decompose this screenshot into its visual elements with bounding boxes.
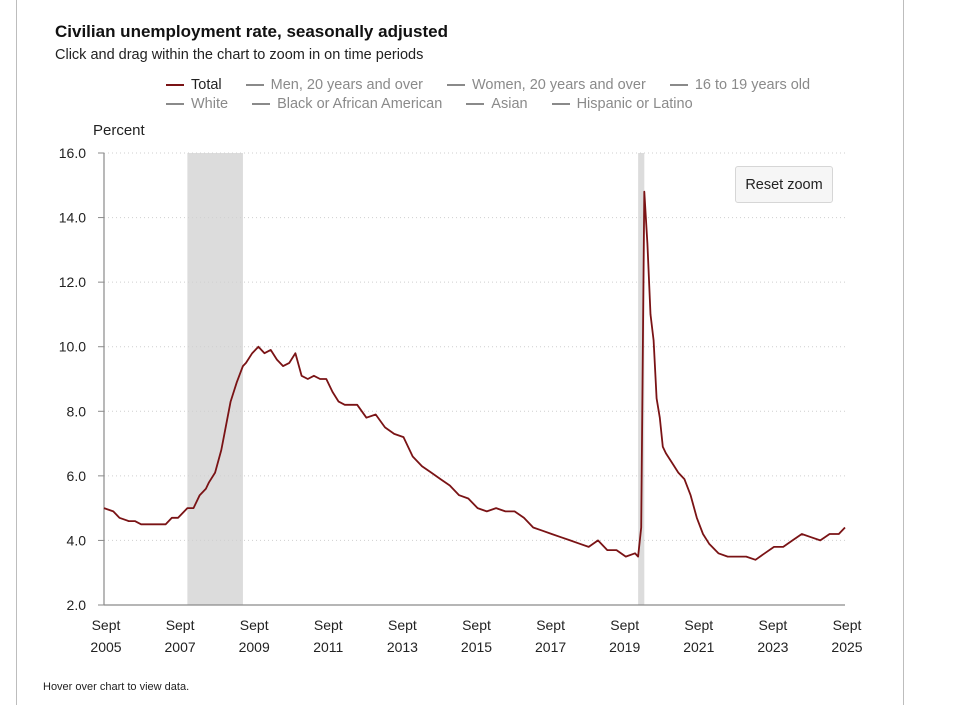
x-tick-month: Sept (388, 617, 417, 633)
legend-label: White (191, 95, 229, 112)
legend-label: Men, 20 years and over (270, 76, 423, 93)
x-tick-year: 2019 (609, 639, 640, 655)
legend-swatch (252, 102, 271, 105)
series-line-total[interactable] (103, 190, 846, 561)
y-tick-label: 4.0 (67, 532, 87, 548)
legend-item-asian[interactable]: Asian (466, 95, 528, 112)
x-tick-month: Sept (240, 617, 269, 633)
x-tick-month: Sept (758, 617, 787, 633)
y-tick-label: 12.0 (59, 274, 86, 290)
legend-label: Asian (491, 95, 528, 112)
legend-swatch (551, 102, 570, 105)
chart-frame (16, 0, 904, 705)
legend-item-hispanic[interactable]: Hispanic or Latino (551, 95, 693, 112)
x-tick-month: Sept (166, 617, 195, 633)
x-tick-year: 2015 (461, 639, 492, 655)
x-tick-year: 2021 (683, 639, 714, 655)
chart-title: Civilian unemployment rate, seasonally a… (55, 22, 449, 41)
legend-swatch (166, 102, 184, 105)
legend-label: 16 to 19 years old (694, 76, 811, 93)
x-tick-month: Sept (536, 617, 565, 633)
x-tick-year: 2011 (313, 639, 343, 655)
x-tick-year: 2005 (90, 639, 121, 655)
y-tick-label: 16.0 (59, 145, 86, 161)
reset-zoom-button[interactable]: Reset zoom (735, 166, 833, 203)
x-tick-month: Sept (314, 617, 343, 633)
legend-swatch (166, 83, 184, 86)
x-tick-year: 2017 (535, 639, 566, 655)
legend-swatch (669, 83, 688, 86)
chart-subtitle: Click and drag within the chart to zoom … (55, 47, 424, 63)
hover-hint: Hover over chart to view data. (43, 681, 190, 693)
y-axis-label: Percent (93, 122, 146, 139)
legend-item-teens[interactable]: 16 to 19 years old (669, 76, 811, 93)
x-tick-year: 2023 (757, 639, 788, 655)
y-tick-labels: 2.0 4.0 6.0 8.0 10.0 12.0 14.0 16.0 (59, 145, 104, 613)
legend-swatch (245, 83, 264, 86)
legend-row-1: Total Men, 20 years and over Women, 20 y… (166, 75, 866, 94)
legend-row-2: White Black or African American Asian Hi… (166, 94, 866, 113)
legend-label: Hispanic or Latino (576, 95, 693, 112)
x-tick-month: Sept (462, 617, 491, 633)
x-tick-month: Sept (833, 617, 862, 633)
y-tick-label: 2.0 (67, 597, 87, 613)
legend-label: Total (191, 76, 222, 93)
legend-swatch (466, 102, 485, 105)
recession-band-2 (638, 153, 645, 605)
x-tick-year: 2025 (831, 639, 862, 655)
y-tick-label: 10.0 (59, 339, 86, 355)
x-tick-labels: Sept 2005 Sept 2007 Sept 2009 Sept 2011 Sept 2013… (90, 617, 862, 655)
recession-shading (187, 153, 645, 605)
legend-item-white[interactable]: White (166, 96, 228, 112)
y-tick-label: 6.0 (67, 468, 87, 484)
legend-label: Women, 20 years and over (471, 76, 646, 93)
series-layer (103, 190, 846, 561)
x-tick-month: Sept (684, 617, 713, 633)
x-tick-year: 2009 (239, 639, 270, 655)
x-tick-year: 2013 (387, 639, 418, 655)
legend-swatch (446, 83, 465, 86)
legend-item-men[interactable]: Men, 20 years and over (245, 76, 423, 93)
legend: Total Men, 20 years and over Women, 20 y… (166, 75, 866, 113)
legend-item-black[interactable]: Black or African American (252, 96, 442, 112)
legend-label: Black or African American (277, 95, 443, 112)
x-tick-month: Sept (92, 617, 121, 633)
x-tick-year: 2007 (165, 639, 196, 655)
legend-item-total[interactable]: Total (166, 77, 222, 93)
y-tick-label: 8.0 (67, 403, 87, 419)
legend-item-women[interactable]: Women, 20 years and over (446, 76, 646, 93)
x-tick-month: Sept (610, 617, 639, 633)
recession-band-1 (187, 153, 243, 605)
y-tick-label: 14.0 (59, 210, 86, 226)
axes (103, 153, 845, 606)
